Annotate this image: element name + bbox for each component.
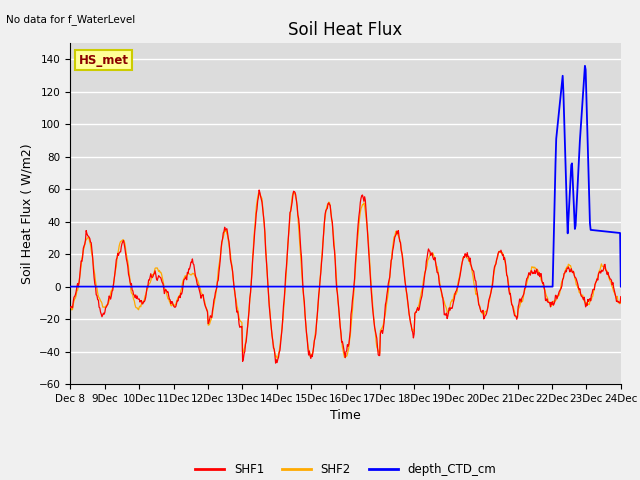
X-axis label: Time: Time [330, 409, 361, 422]
Y-axis label: Soil Heat Flux ( W/m2): Soil Heat Flux ( W/m2) [20, 144, 33, 284]
Text: HS_met: HS_met [79, 54, 129, 67]
Text: No data for f_WaterLevel: No data for f_WaterLevel [6, 14, 136, 25]
Legend: SHF1, SHF2, depth_CTD_cm: SHF1, SHF2, depth_CTD_cm [190, 458, 501, 480]
Title: Soil Heat Flux: Soil Heat Flux [289, 21, 403, 39]
